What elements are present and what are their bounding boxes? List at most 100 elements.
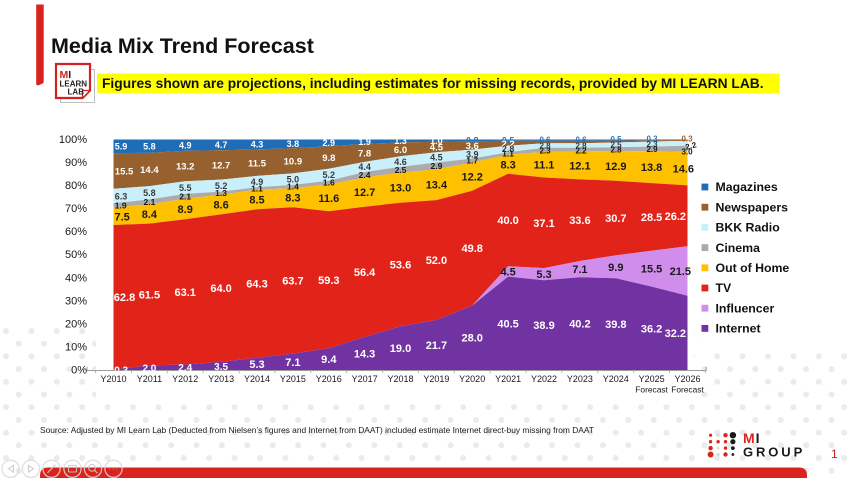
svg-text:10.9: 10.9 bbox=[284, 156, 303, 167]
svg-text:2.5: 2.5 bbox=[395, 165, 407, 175]
svg-text:2.9: 2.9 bbox=[430, 161, 442, 171]
svg-text:13.0: 13.0 bbox=[390, 183, 411, 195]
svg-text:1.1: 1.1 bbox=[502, 148, 514, 158]
svg-text:28.0: 28.0 bbox=[461, 333, 482, 345]
svg-text:26.2: 26.2 bbox=[665, 211, 686, 223]
svg-text:40.0: 40.0 bbox=[497, 215, 518, 227]
svg-text:Y2018: Y2018 bbox=[387, 374, 413, 384]
svg-text:MI: MI bbox=[743, 430, 761, 446]
svg-text:12.9: 12.9 bbox=[605, 161, 626, 173]
svg-text:8.6: 8.6 bbox=[213, 200, 228, 212]
svg-text:4.3: 4.3 bbox=[251, 140, 264, 150]
svg-text:Y2024: Y2024 bbox=[603, 374, 629, 384]
svg-text:40.2: 40.2 bbox=[569, 319, 590, 331]
svg-text:3.5: 3.5 bbox=[214, 362, 228, 373]
svg-text:11.5: 11.5 bbox=[248, 158, 267, 169]
svg-text:Y2021: Y2021 bbox=[495, 374, 521, 384]
svg-text:2.9: 2.9 bbox=[323, 138, 336, 148]
svg-text:2.3: 2.3 bbox=[539, 147, 551, 156]
svg-text:7.8: 7.8 bbox=[358, 149, 371, 160]
svg-text:Cinema: Cinema bbox=[716, 241, 761, 255]
svg-text:5.3: 5.3 bbox=[249, 359, 264, 371]
svg-text:7.1: 7.1 bbox=[572, 264, 587, 276]
svg-text:Y2015: Y2015 bbox=[280, 374, 306, 384]
svg-text:4.9: 4.9 bbox=[251, 177, 264, 187]
svg-text:63.1: 63.1 bbox=[174, 287, 195, 299]
svg-text:1: 1 bbox=[831, 447, 838, 461]
svg-text:1.4: 1.4 bbox=[287, 182, 299, 192]
svg-text:2.1: 2.1 bbox=[143, 197, 155, 207]
svg-text:Y2016: Y2016 bbox=[316, 374, 342, 384]
svg-text:11.6: 11.6 bbox=[318, 193, 339, 205]
svg-text:2.8: 2.8 bbox=[502, 144, 515, 154]
svg-text:60%: 60% bbox=[65, 226, 87, 238]
svg-text:80%: 80% bbox=[65, 180, 87, 192]
svg-text:1.7: 1.7 bbox=[466, 156, 478, 166]
svg-text:28.5: 28.5 bbox=[641, 212, 662, 224]
svg-text:LEARN: LEARN bbox=[60, 80, 88, 89]
svg-text:LAB: LAB bbox=[68, 88, 85, 97]
svg-text:9.9: 9.9 bbox=[608, 262, 623, 274]
svg-text:9.4: 9.4 bbox=[321, 354, 337, 366]
svg-text:0.3: 0.3 bbox=[114, 366, 128, 377]
svg-text:36.2: 36.2 bbox=[641, 323, 662, 335]
svg-text:5.8: 5.8 bbox=[143, 188, 156, 198]
svg-text:30.7: 30.7 bbox=[605, 213, 626, 225]
svg-text:13.2: 13.2 bbox=[176, 162, 195, 173]
svg-text:3.6: 3.6 bbox=[466, 141, 479, 152]
svg-text:63.7: 63.7 bbox=[282, 276, 303, 288]
svg-text:9.8: 9.8 bbox=[322, 153, 335, 164]
svg-text:0.5: 0.5 bbox=[502, 135, 515, 145]
svg-text:Magazines: Magazines bbox=[716, 180, 778, 194]
svg-text:Y2019: Y2019 bbox=[423, 374, 449, 384]
svg-text:0%: 0% bbox=[71, 365, 87, 377]
svg-text:1.3: 1.3 bbox=[394, 136, 407, 146]
svg-text:49.8: 49.8 bbox=[461, 243, 482, 255]
svg-text:100%: 100% bbox=[59, 134, 87, 146]
svg-text:38.9: 38.9 bbox=[533, 320, 554, 332]
svg-text:5.9: 5.9 bbox=[115, 142, 128, 152]
svg-text:2.8: 2.8 bbox=[610, 146, 622, 155]
svg-text:90%: 90% bbox=[65, 157, 87, 169]
svg-text:Forecast: Forecast bbox=[635, 385, 668, 395]
svg-text:2.3: 2.3 bbox=[646, 140, 658, 149]
svg-text:1.9: 1.9 bbox=[115, 201, 127, 211]
svg-text:52.0: 52.0 bbox=[426, 255, 447, 267]
svg-text:8.5: 8.5 bbox=[249, 195, 264, 207]
svg-text:0.3: 0.3 bbox=[646, 135, 658, 144]
svg-text:30%: 30% bbox=[65, 295, 87, 307]
svg-text:8.4: 8.4 bbox=[142, 209, 158, 221]
svg-text:GROUP: GROUP bbox=[743, 445, 805, 460]
svg-text:Figures shown are projections,: Figures shown are projections, including… bbox=[102, 76, 764, 91]
svg-text:Y2023: Y2023 bbox=[567, 374, 593, 384]
svg-text:64.0: 64.0 bbox=[210, 283, 231, 295]
svg-text:12.1: 12.1 bbox=[569, 160, 590, 172]
svg-text:40.5: 40.5 bbox=[497, 318, 518, 330]
svg-text:10%: 10% bbox=[65, 341, 87, 353]
svg-text:6.3: 6.3 bbox=[115, 191, 128, 201]
svg-text:21.5: 21.5 bbox=[670, 266, 691, 278]
svg-text:4.5: 4.5 bbox=[500, 267, 515, 279]
svg-text:15.5: 15.5 bbox=[115, 167, 134, 178]
svg-text:37.1: 37.1 bbox=[533, 218, 554, 230]
svg-text:2.9: 2.9 bbox=[646, 145, 658, 154]
svg-text:Source: Adjusted by MI Learn L: Source: Adjusted by MI Learn Lab (Deduct… bbox=[40, 425, 594, 435]
svg-text:Y2011: Y2011 bbox=[137, 374, 162, 384]
svg-text:TV: TV bbox=[716, 281, 733, 295]
svg-text:3.0: 3.0 bbox=[681, 148, 693, 157]
svg-text:40%: 40% bbox=[65, 272, 87, 284]
svg-text:2.4: 2.4 bbox=[178, 363, 192, 374]
svg-text:Y2012: Y2012 bbox=[172, 374, 198, 384]
svg-text:2.1: 2.1 bbox=[179, 191, 191, 201]
svg-text:3.8: 3.8 bbox=[287, 139, 300, 149]
svg-text:12.2: 12.2 bbox=[461, 172, 482, 184]
svg-text:1.0: 1.0 bbox=[430, 136, 443, 146]
svg-text:Newspapers: Newspapers bbox=[716, 200, 789, 214]
svg-text:5.8: 5.8 bbox=[143, 141, 156, 151]
svg-text:12.7: 12.7 bbox=[354, 187, 375, 199]
svg-text:19.0: 19.0 bbox=[390, 343, 411, 355]
svg-text:7.1: 7.1 bbox=[285, 357, 300, 369]
svg-text:Internet: Internet bbox=[716, 322, 761, 336]
svg-text:53.6: 53.6 bbox=[390, 259, 411, 271]
svg-text:4.7: 4.7 bbox=[215, 140, 228, 150]
